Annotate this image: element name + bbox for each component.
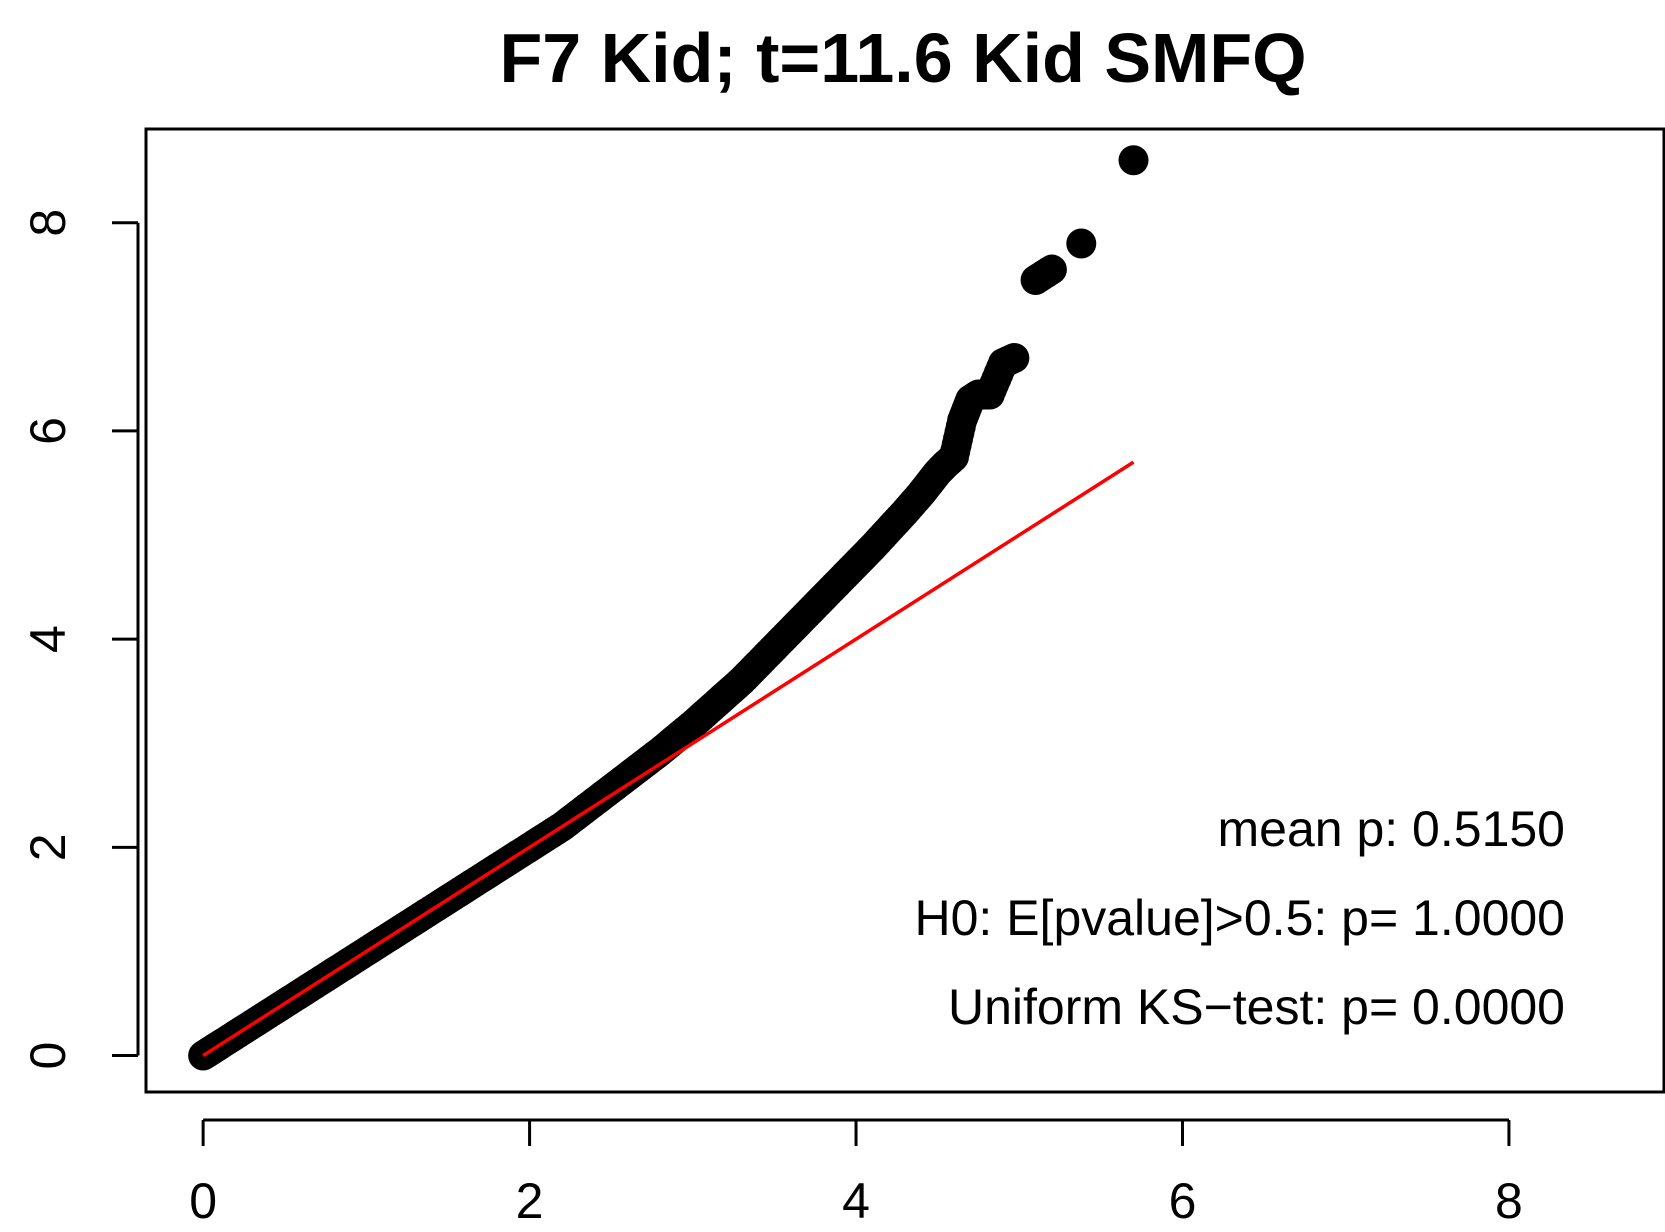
x-axis: 0 2 4 6 8 [189, 1118, 1523, 1229]
x-tick-label: 6 [1169, 1173, 1197, 1227]
reference-line-group [202, 460, 1135, 1058]
y-tick-label: 4 [20, 625, 76, 653]
y-axis: 0 2 4 6 8 [20, 209, 140, 1070]
x-tick-label: 0 [189, 1173, 217, 1227]
annotation-h0-test: H0: E[pvalue]>0.5: p= 1.0000 [915, 890, 1566, 946]
x-tick-label: 4 [842, 1173, 870, 1227]
chart-title: F7 Kid; t=11.6 Kid SMFQ [499, 19, 1306, 97]
x-tick-label: 2 [516, 1173, 544, 1227]
data-point [1118, 145, 1149, 176]
y-tick-label: 6 [20, 417, 76, 445]
y-tick-label: 8 [20, 209, 76, 237]
annotations: mean p: 0.5150 H0: E[pvalue]>0.5: p= 1.0… [915, 801, 1566, 1035]
reference-line [202, 460, 1135, 1058]
annotation-ks-test: Uniform KS−test: p= 0.0000 [948, 979, 1565, 1035]
annotation-mean-p: mean p: 0.5150 [1218, 801, 1566, 857]
plot-frame [144, 127, 1665, 1094]
y-tick-label: 0 [20, 1042, 76, 1070]
data-point [1066, 228, 1097, 259]
x-tick-label: 8 [1495, 1173, 1523, 1227]
data-point [999, 343, 1030, 374]
data-point [1036, 254, 1067, 285]
y-tick-label: 2 [20, 833, 76, 861]
